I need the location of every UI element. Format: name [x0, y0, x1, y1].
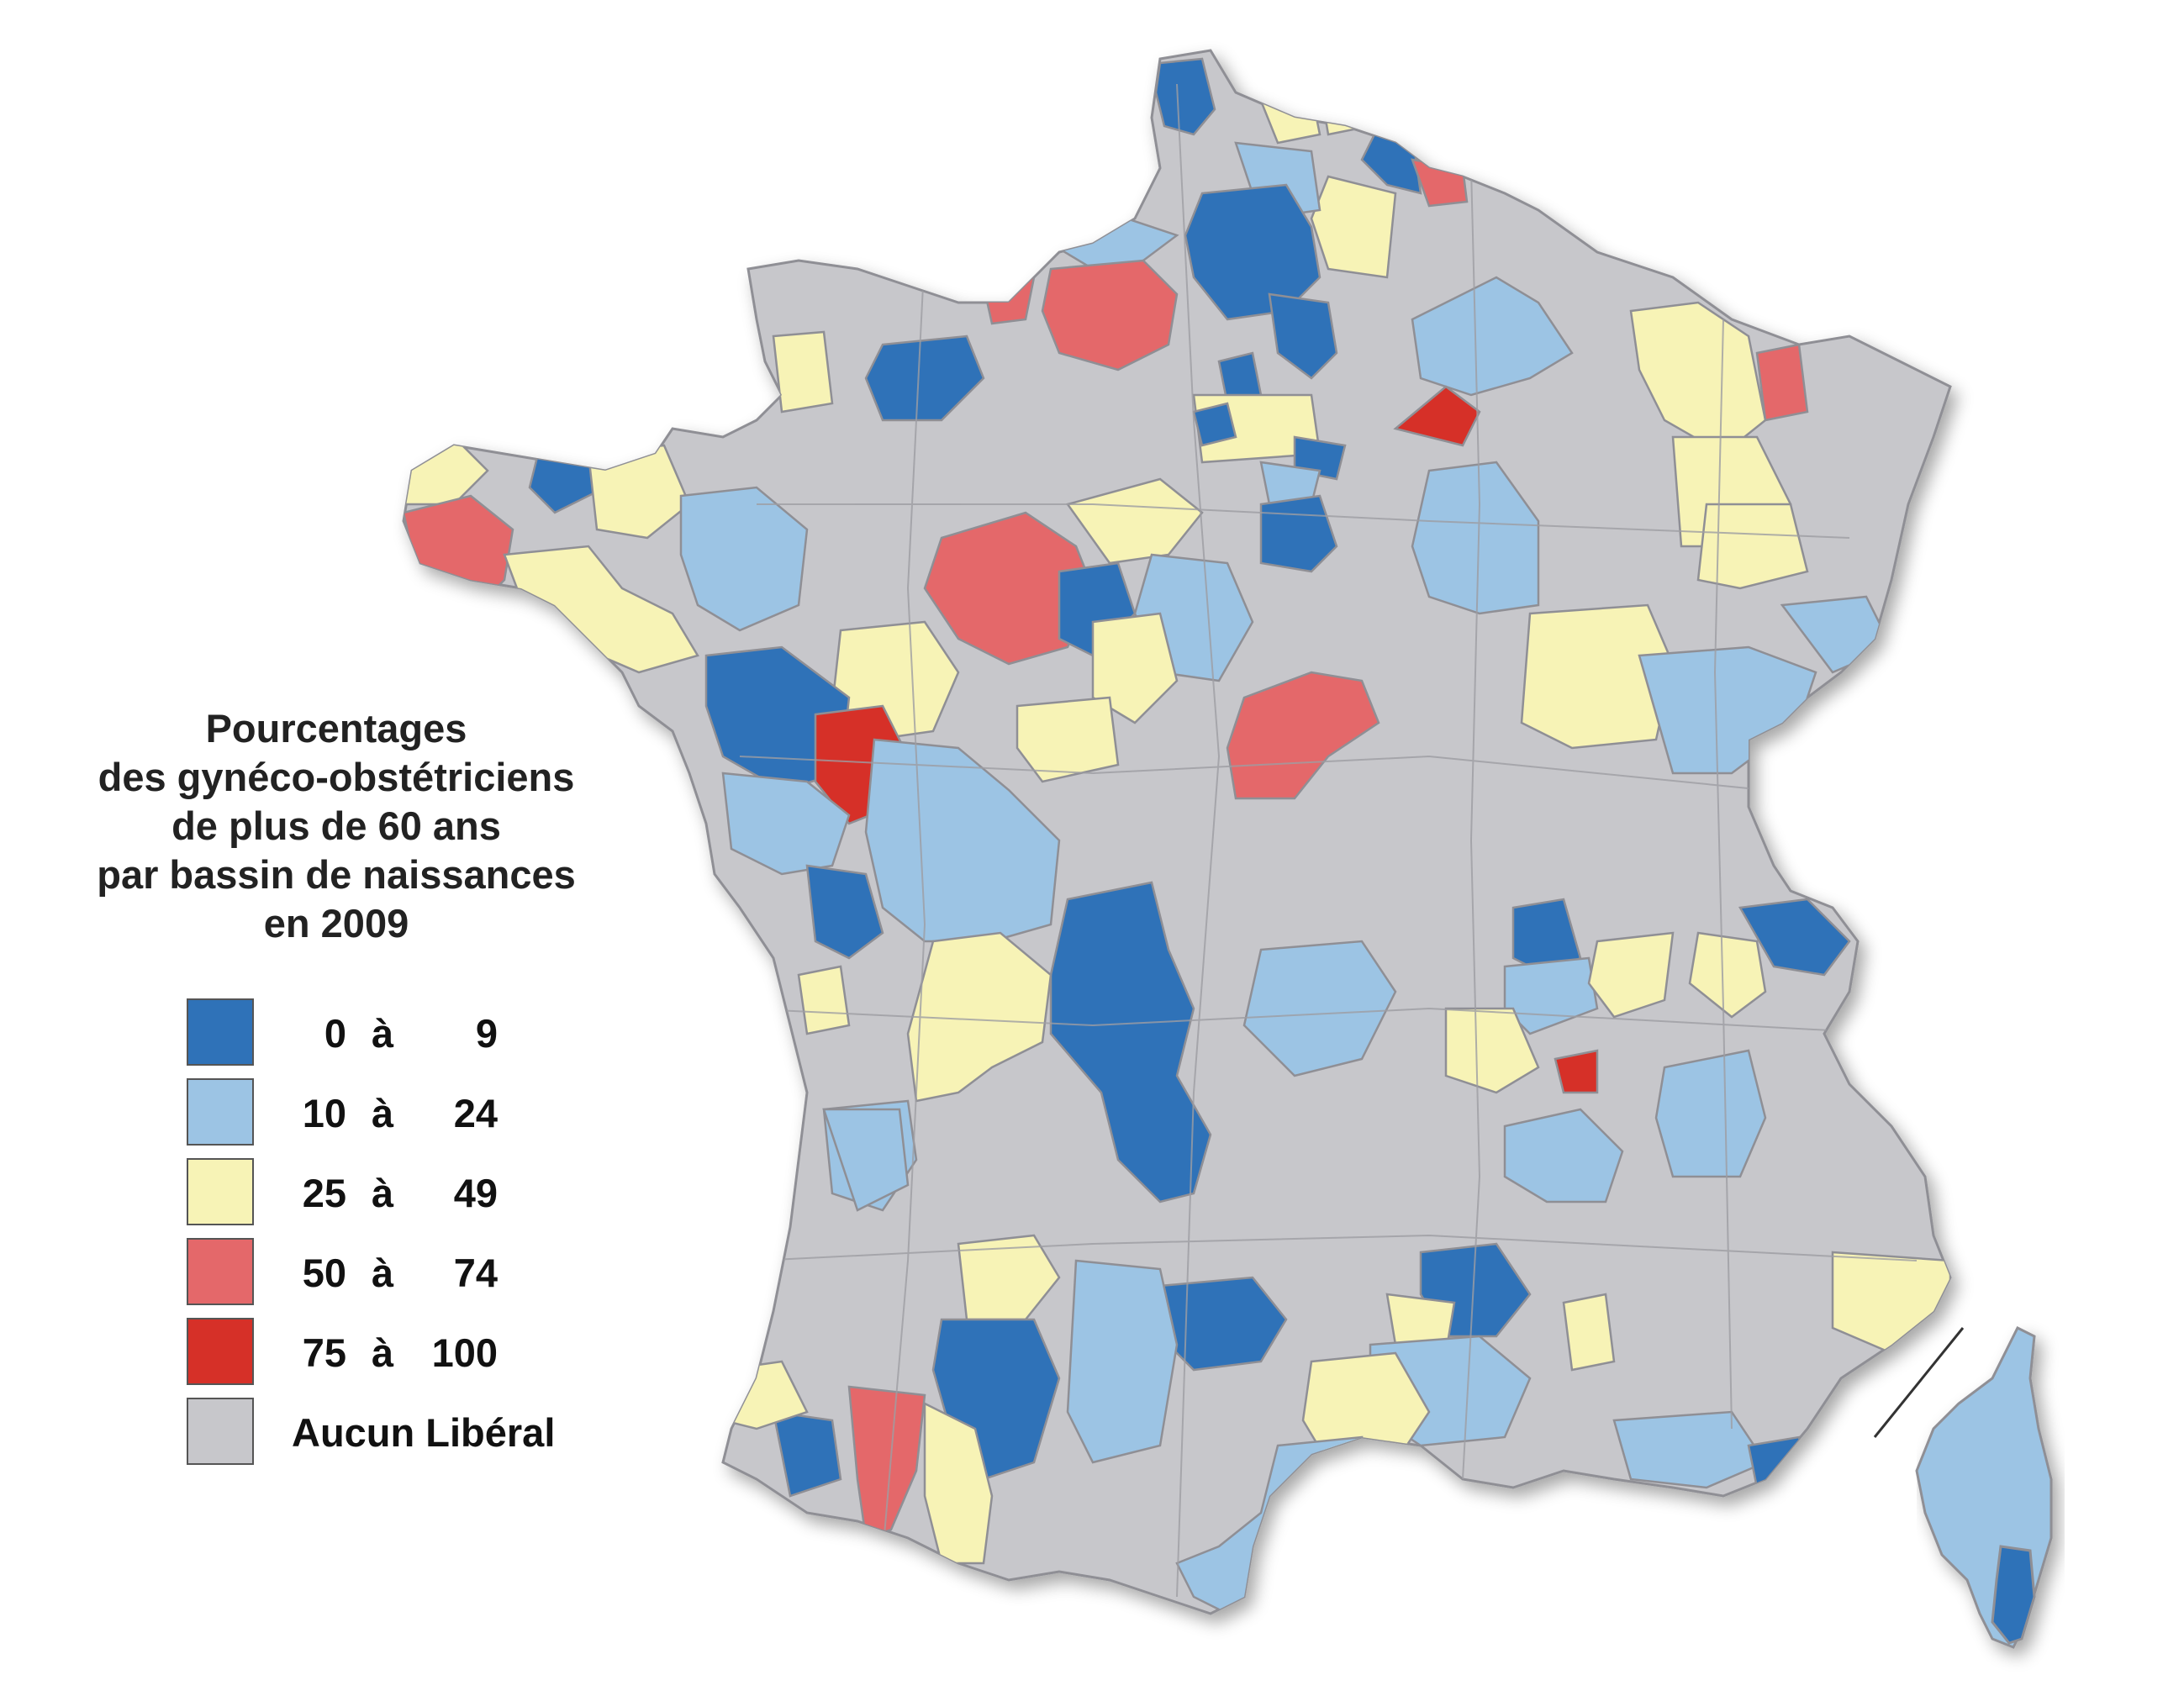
basin-region: [1520, 603, 1675, 750]
basin-region: [1411, 276, 1574, 397]
legend-lower-bound: 0: [324, 1011, 346, 1056]
basin-region: [1755, 343, 1809, 422]
legend-separator: à: [372, 1011, 394, 1056]
basin-region: [1041, 259, 1179, 371]
basin-region: [1192, 402, 1237, 447]
basin-region: [1268, 292, 1338, 380]
legend-upper-bound: 24: [453, 1091, 498, 1135]
basin-region: [1747, 1435, 1809, 1489]
title-line: de plus de 60 ans: [171, 803, 501, 848]
basin-region: [797, 965, 851, 1035]
legend-upper-bound: 100: [431, 1330, 498, 1375]
legend-swatch: [187, 1078, 254, 1146]
basin-region: [847, 1385, 926, 1540]
legend-lower-bound: 10: [302, 1091, 346, 1135]
basin-region: [1654, 1049, 1767, 1178]
basin-region: [805, 864, 884, 960]
basin-region: [1444, 1007, 1540, 1094]
internal-borders: [739, 83, 1918, 1598]
basin-region: [1503, 956, 1599, 1035]
corsica-south-region: [1991, 1545, 2036, 1645]
basin-region: [704, 645, 851, 792]
map-title: Pourcentages des gynéco-obstétriciens de…: [34, 704, 639, 948]
legend-swatch: [187, 1398, 254, 1465]
basin-region: [1091, 612, 1179, 724]
basin-region: [1886, 637, 1906, 667]
basin-region: [1554, 1049, 1599, 1094]
legend-upper-bound: 74: [453, 1251, 498, 1295]
legend-swatch: [187, 1158, 254, 1225]
basin-region: [1738, 898, 1851, 977]
basin-region: [1688, 931, 1767, 1019]
france-mainland: [402, 49, 1952, 1615]
basin-region: [1154, 57, 1216, 136]
title-line: en 2009: [263, 901, 409, 945]
basin-region: [957, 1234, 1061, 1321]
legend-lower-bound: 50: [302, 1251, 346, 1295]
basin-region: [1612, 1410, 1767, 1489]
basin-region: [1411, 461, 1540, 615]
basin-region: [864, 738, 1061, 943]
basin-region: [923, 1401, 994, 1565]
basin-region: [1393, 385, 1481, 447]
basin-region: [1503, 1108, 1624, 1204]
legend-swatch: [187, 998, 254, 1066]
legend-swatch: [187, 1238, 254, 1305]
basin-region: [772, 1410, 842, 1498]
title-line: Pourcentages: [205, 706, 467, 751]
legend-separator: à: [372, 1330, 394, 1375]
basin-region: [772, 330, 834, 413]
basin-region: [1049, 881, 1212, 1204]
basin-region: [1242, 940, 1397, 1077]
basin-region: [1016, 696, 1120, 783]
legend-upper-bound: 9: [475, 1011, 498, 1056]
basin-region: [864, 334, 985, 422]
basin-region: [721, 772, 851, 876]
title-line: des gynéco-obstétriciens: [98, 755, 575, 799]
corsica: [1915, 1325, 2053, 1649]
france-outline: [402, 49, 1952, 1615]
basin-region: [923, 511, 1095, 666]
title-line: par bassin de naissances: [97, 852, 576, 897]
basin-region: [1696, 503, 1809, 590]
legend-separator: à: [372, 1171, 394, 1215]
basin-region: [1587, 931, 1675, 1019]
basin-region: [1318, 78, 1372, 136]
legend-separator: à: [372, 1091, 394, 1135]
corsica-divider: [1873, 1327, 1965, 1438]
legend-none-label: Aucun Libéral: [292, 1410, 556, 1455]
basin-region: [906, 931, 1052, 1103]
basin-region: [1065, 477, 1204, 565]
basin-region: [1226, 50, 1284, 77]
legend-lower-bound: 75: [302, 1330, 346, 1375]
basin-region: [1226, 671, 1380, 800]
legend-upper-bound: 49: [453, 1171, 498, 1215]
legend-separator: à: [372, 1251, 394, 1295]
basin-region: [1066, 1259, 1179, 1464]
basin-region: [822, 1108, 910, 1212]
basin-region: [679, 486, 809, 632]
basin-region: [1562, 1293, 1616, 1372]
legend-swatch: [187, 1318, 254, 1385]
legend-lower-bound: 25: [302, 1171, 346, 1215]
